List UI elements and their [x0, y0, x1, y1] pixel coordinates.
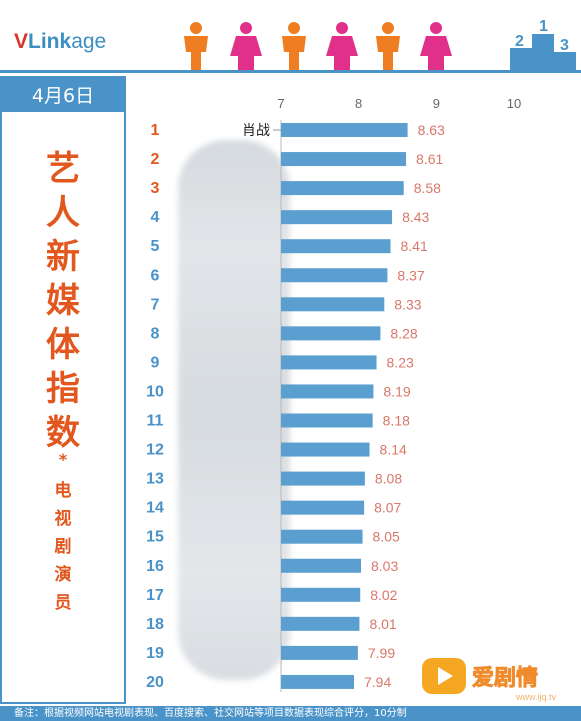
rank-number: 12 — [146, 442, 164, 459]
svg-text:3: 3 — [560, 37, 569, 54]
value-label: 7.99 — [368, 645, 395, 661]
x-tick-label: 9 — [433, 96, 440, 111]
value-label: 8.43 — [402, 209, 429, 225]
side-subtitle-char: 剧 — [54, 537, 72, 557]
x-tick-label: 8 — [355, 96, 362, 111]
bar — [281, 413, 373, 428]
value-label: 8.61 — [416, 151, 443, 167]
svg-text:2: 2 — [515, 33, 524, 50]
rank-number: 13 — [146, 471, 164, 488]
side-title-char: 指 — [46, 369, 80, 409]
side-subtitle-char: 电 — [54, 481, 72, 501]
person-icon — [184, 22, 208, 70]
bar — [281, 558, 361, 573]
rank-number: 17 — [146, 587, 164, 604]
value-label: 8.23 — [387, 354, 414, 370]
bar — [281, 645, 358, 660]
rank-number: 16 — [146, 558, 164, 575]
value-label: 7.94 — [364, 674, 391, 690]
value-label: 8.01 — [369, 616, 396, 632]
rank-number: 7 — [151, 296, 160, 313]
side-title-panel — [0, 112, 126, 704]
svg-text:1: 1 — [539, 18, 548, 35]
side-title-char: 体 — [46, 325, 80, 365]
value-label: 8.14 — [380, 442, 407, 458]
rank-number: 8 — [151, 325, 160, 342]
rank-number: 3 — [151, 180, 160, 197]
bar — [281, 355, 377, 370]
watermark-text: 爱剧情 — [472, 665, 538, 691]
rank-number: 18 — [146, 616, 164, 633]
value-label: 8.02 — [370, 587, 397, 603]
person-icon — [282, 22, 306, 70]
value-label: 8.18 — [383, 413, 410, 429]
podium-icon: 2 1 3 — [510, 18, 576, 72]
rank-number: 19 — [146, 645, 164, 662]
value-label: 8.19 — [383, 383, 410, 399]
value-label: 8.41 — [401, 238, 428, 254]
watermark: 爱剧情 www.ijq.tv — [422, 658, 557, 702]
bar — [281, 152, 407, 167]
bar — [281, 384, 374, 399]
side-title-char: 人 — [46, 193, 80, 233]
bar — [281, 181, 404, 196]
rank-number: 2 — [151, 151, 160, 168]
rank-number: 11 — [147, 413, 164, 430]
artist-name: 肖战 — [242, 123, 270, 139]
value-label: 8.05 — [373, 529, 400, 545]
bar — [281, 239, 391, 254]
side-title-char: 艺 — [46, 149, 80, 189]
watermark-url: www.ijq.tv — [515, 692, 557, 702]
date-badge: 4月6日 — [0, 76, 126, 112]
bar — [281, 297, 385, 312]
redaction-blur — [178, 140, 290, 680]
rank-number: 9 — [151, 354, 160, 371]
header-divider — [0, 70, 581, 73]
vlinkage-logo: VLinkage — [14, 30, 107, 53]
value-label: 8.63 — [418, 122, 445, 138]
side-subtitle-char: 员 — [54, 593, 72, 613]
bar — [281, 442, 370, 457]
side-subtitle-char: 演 — [54, 565, 72, 585]
side-title-char: 数 — [46, 413, 80, 453]
value-label: 8.33 — [394, 296, 421, 312]
bar — [281, 268, 388, 283]
side-title-star: * — [58, 450, 68, 469]
rank-number: 1 — [151, 122, 160, 139]
rank-number: 14 — [146, 500, 164, 517]
rank-number: 5 — [151, 238, 160, 255]
x-tick-label: 7 — [277, 96, 284, 111]
bar — [281, 500, 365, 515]
side-title-char: 新 — [46, 237, 80, 277]
value-label: 8.03 — [371, 558, 398, 574]
bar — [281, 326, 381, 341]
people-icons — [184, 22, 452, 70]
bar — [281, 123, 408, 137]
rank-number: 4 — [151, 209, 160, 226]
x-tick-label: 10 — [507, 96, 521, 111]
person-icon — [326, 22, 358, 70]
bar — [281, 674, 355, 689]
value-label: 8.28 — [390, 325, 417, 341]
rank-number: 15 — [146, 529, 164, 546]
person-icon — [376, 22, 400, 70]
person-icon — [420, 22, 452, 70]
bar — [281, 471, 365, 486]
footer-note: 备注：根据视频网站电视剧表现、百度搜索、社交网站等项目数据表现综合评分，10分制 — [0, 706, 581, 721]
rank-number: 10 — [146, 383, 164, 400]
value-label: 8.08 — [375, 471, 402, 487]
value-label: 8.07 — [374, 500, 401, 516]
rank-number: 6 — [151, 267, 160, 284]
person-icon — [230, 22, 262, 70]
value-label: 8.37 — [397, 267, 424, 283]
side-subtitle-char: 视 — [54, 509, 72, 529]
bar — [281, 529, 363, 544]
rank-number: 20 — [146, 674, 164, 691]
bar — [281, 587, 361, 602]
side-title-char: 媒 — [46, 281, 80, 321]
bar — [281, 616, 360, 631]
value-label: 8.58 — [414, 180, 441, 196]
bar — [281, 210, 393, 225]
